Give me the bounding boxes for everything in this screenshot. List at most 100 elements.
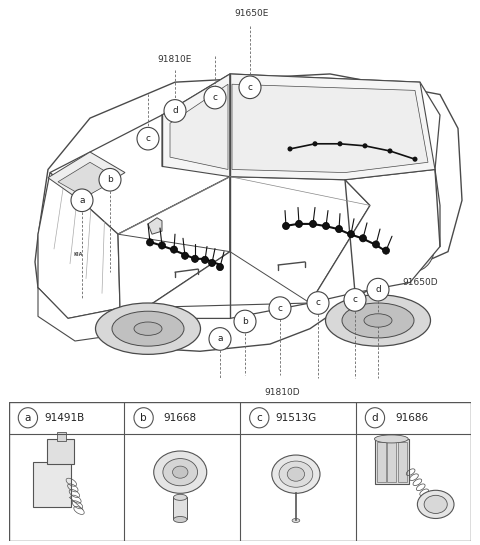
Ellipse shape xyxy=(287,467,305,481)
Bar xyxy=(173,498,187,519)
Ellipse shape xyxy=(96,303,201,354)
Circle shape xyxy=(216,263,224,271)
Text: c: c xyxy=(352,295,358,305)
Bar xyxy=(387,442,396,482)
Polygon shape xyxy=(162,74,230,177)
Circle shape xyxy=(204,86,226,109)
Circle shape xyxy=(269,297,291,319)
Ellipse shape xyxy=(173,494,187,500)
Ellipse shape xyxy=(342,303,414,338)
Text: d: d xyxy=(172,106,178,116)
Text: 91650E: 91650E xyxy=(235,9,269,19)
Polygon shape xyxy=(170,84,228,169)
Circle shape xyxy=(71,189,93,211)
Text: 91650D: 91650D xyxy=(402,278,438,287)
Circle shape xyxy=(337,141,343,147)
Circle shape xyxy=(134,408,153,428)
Text: 91686: 91686 xyxy=(395,413,428,423)
Circle shape xyxy=(137,128,159,150)
Ellipse shape xyxy=(272,455,320,493)
Bar xyxy=(375,439,408,485)
Circle shape xyxy=(164,100,186,122)
Circle shape xyxy=(312,141,317,147)
Ellipse shape xyxy=(292,518,300,523)
Circle shape xyxy=(18,408,37,428)
Polygon shape xyxy=(130,177,370,318)
Bar xyxy=(33,462,72,507)
Ellipse shape xyxy=(418,490,454,518)
Circle shape xyxy=(158,242,166,249)
Text: c: c xyxy=(145,134,151,143)
Ellipse shape xyxy=(325,295,431,346)
Polygon shape xyxy=(118,177,230,318)
Ellipse shape xyxy=(65,246,91,263)
Circle shape xyxy=(208,259,216,267)
Circle shape xyxy=(362,143,368,148)
Ellipse shape xyxy=(374,435,408,443)
Circle shape xyxy=(387,148,393,154)
Polygon shape xyxy=(148,218,162,234)
Polygon shape xyxy=(50,115,230,234)
Circle shape xyxy=(310,220,316,227)
Circle shape xyxy=(170,246,178,253)
Text: d: d xyxy=(375,285,381,294)
Text: c: c xyxy=(256,413,262,423)
Polygon shape xyxy=(310,169,440,303)
Circle shape xyxy=(365,408,384,428)
Bar xyxy=(377,442,385,482)
Ellipse shape xyxy=(112,311,184,346)
Circle shape xyxy=(288,147,292,152)
Ellipse shape xyxy=(163,458,198,486)
Circle shape xyxy=(209,328,231,350)
Text: c: c xyxy=(248,83,252,92)
Text: c: c xyxy=(315,299,321,307)
Circle shape xyxy=(336,226,343,233)
Circle shape xyxy=(372,241,380,248)
Circle shape xyxy=(250,408,269,428)
Ellipse shape xyxy=(173,517,187,523)
Text: a: a xyxy=(217,335,223,343)
Text: 91810E: 91810E xyxy=(158,54,192,64)
Text: 91491B: 91491B xyxy=(45,413,84,423)
Text: b: b xyxy=(242,317,248,326)
Polygon shape xyxy=(48,152,125,201)
Polygon shape xyxy=(58,162,118,197)
Ellipse shape xyxy=(424,495,447,513)
Circle shape xyxy=(234,310,256,333)
Circle shape xyxy=(323,222,329,229)
Ellipse shape xyxy=(279,461,313,487)
Bar xyxy=(47,439,74,464)
Circle shape xyxy=(344,289,366,311)
Circle shape xyxy=(412,156,418,162)
Ellipse shape xyxy=(172,466,188,478)
Text: 91513G: 91513G xyxy=(276,413,316,423)
Text: c: c xyxy=(277,304,283,313)
Circle shape xyxy=(146,239,154,246)
Text: 91668: 91668 xyxy=(164,413,197,423)
Circle shape xyxy=(348,231,355,238)
Circle shape xyxy=(307,292,329,314)
Text: a: a xyxy=(25,413,31,423)
Text: b: b xyxy=(107,175,113,184)
Circle shape xyxy=(296,220,302,227)
Circle shape xyxy=(192,255,199,263)
Text: d: d xyxy=(372,413,378,423)
Ellipse shape xyxy=(154,451,207,493)
Ellipse shape xyxy=(395,218,435,271)
Circle shape xyxy=(383,247,389,254)
Text: a: a xyxy=(79,196,85,205)
Text: b: b xyxy=(140,413,147,423)
Text: 91810D: 91810D xyxy=(264,388,300,397)
Ellipse shape xyxy=(134,322,162,335)
Polygon shape xyxy=(38,173,120,318)
Polygon shape xyxy=(35,74,462,352)
Polygon shape xyxy=(162,74,440,180)
Ellipse shape xyxy=(364,314,392,327)
Bar xyxy=(57,432,66,441)
Circle shape xyxy=(181,252,189,259)
Polygon shape xyxy=(38,288,125,341)
Circle shape xyxy=(202,256,208,263)
Bar xyxy=(398,442,407,482)
Polygon shape xyxy=(230,74,435,180)
Circle shape xyxy=(367,278,389,301)
